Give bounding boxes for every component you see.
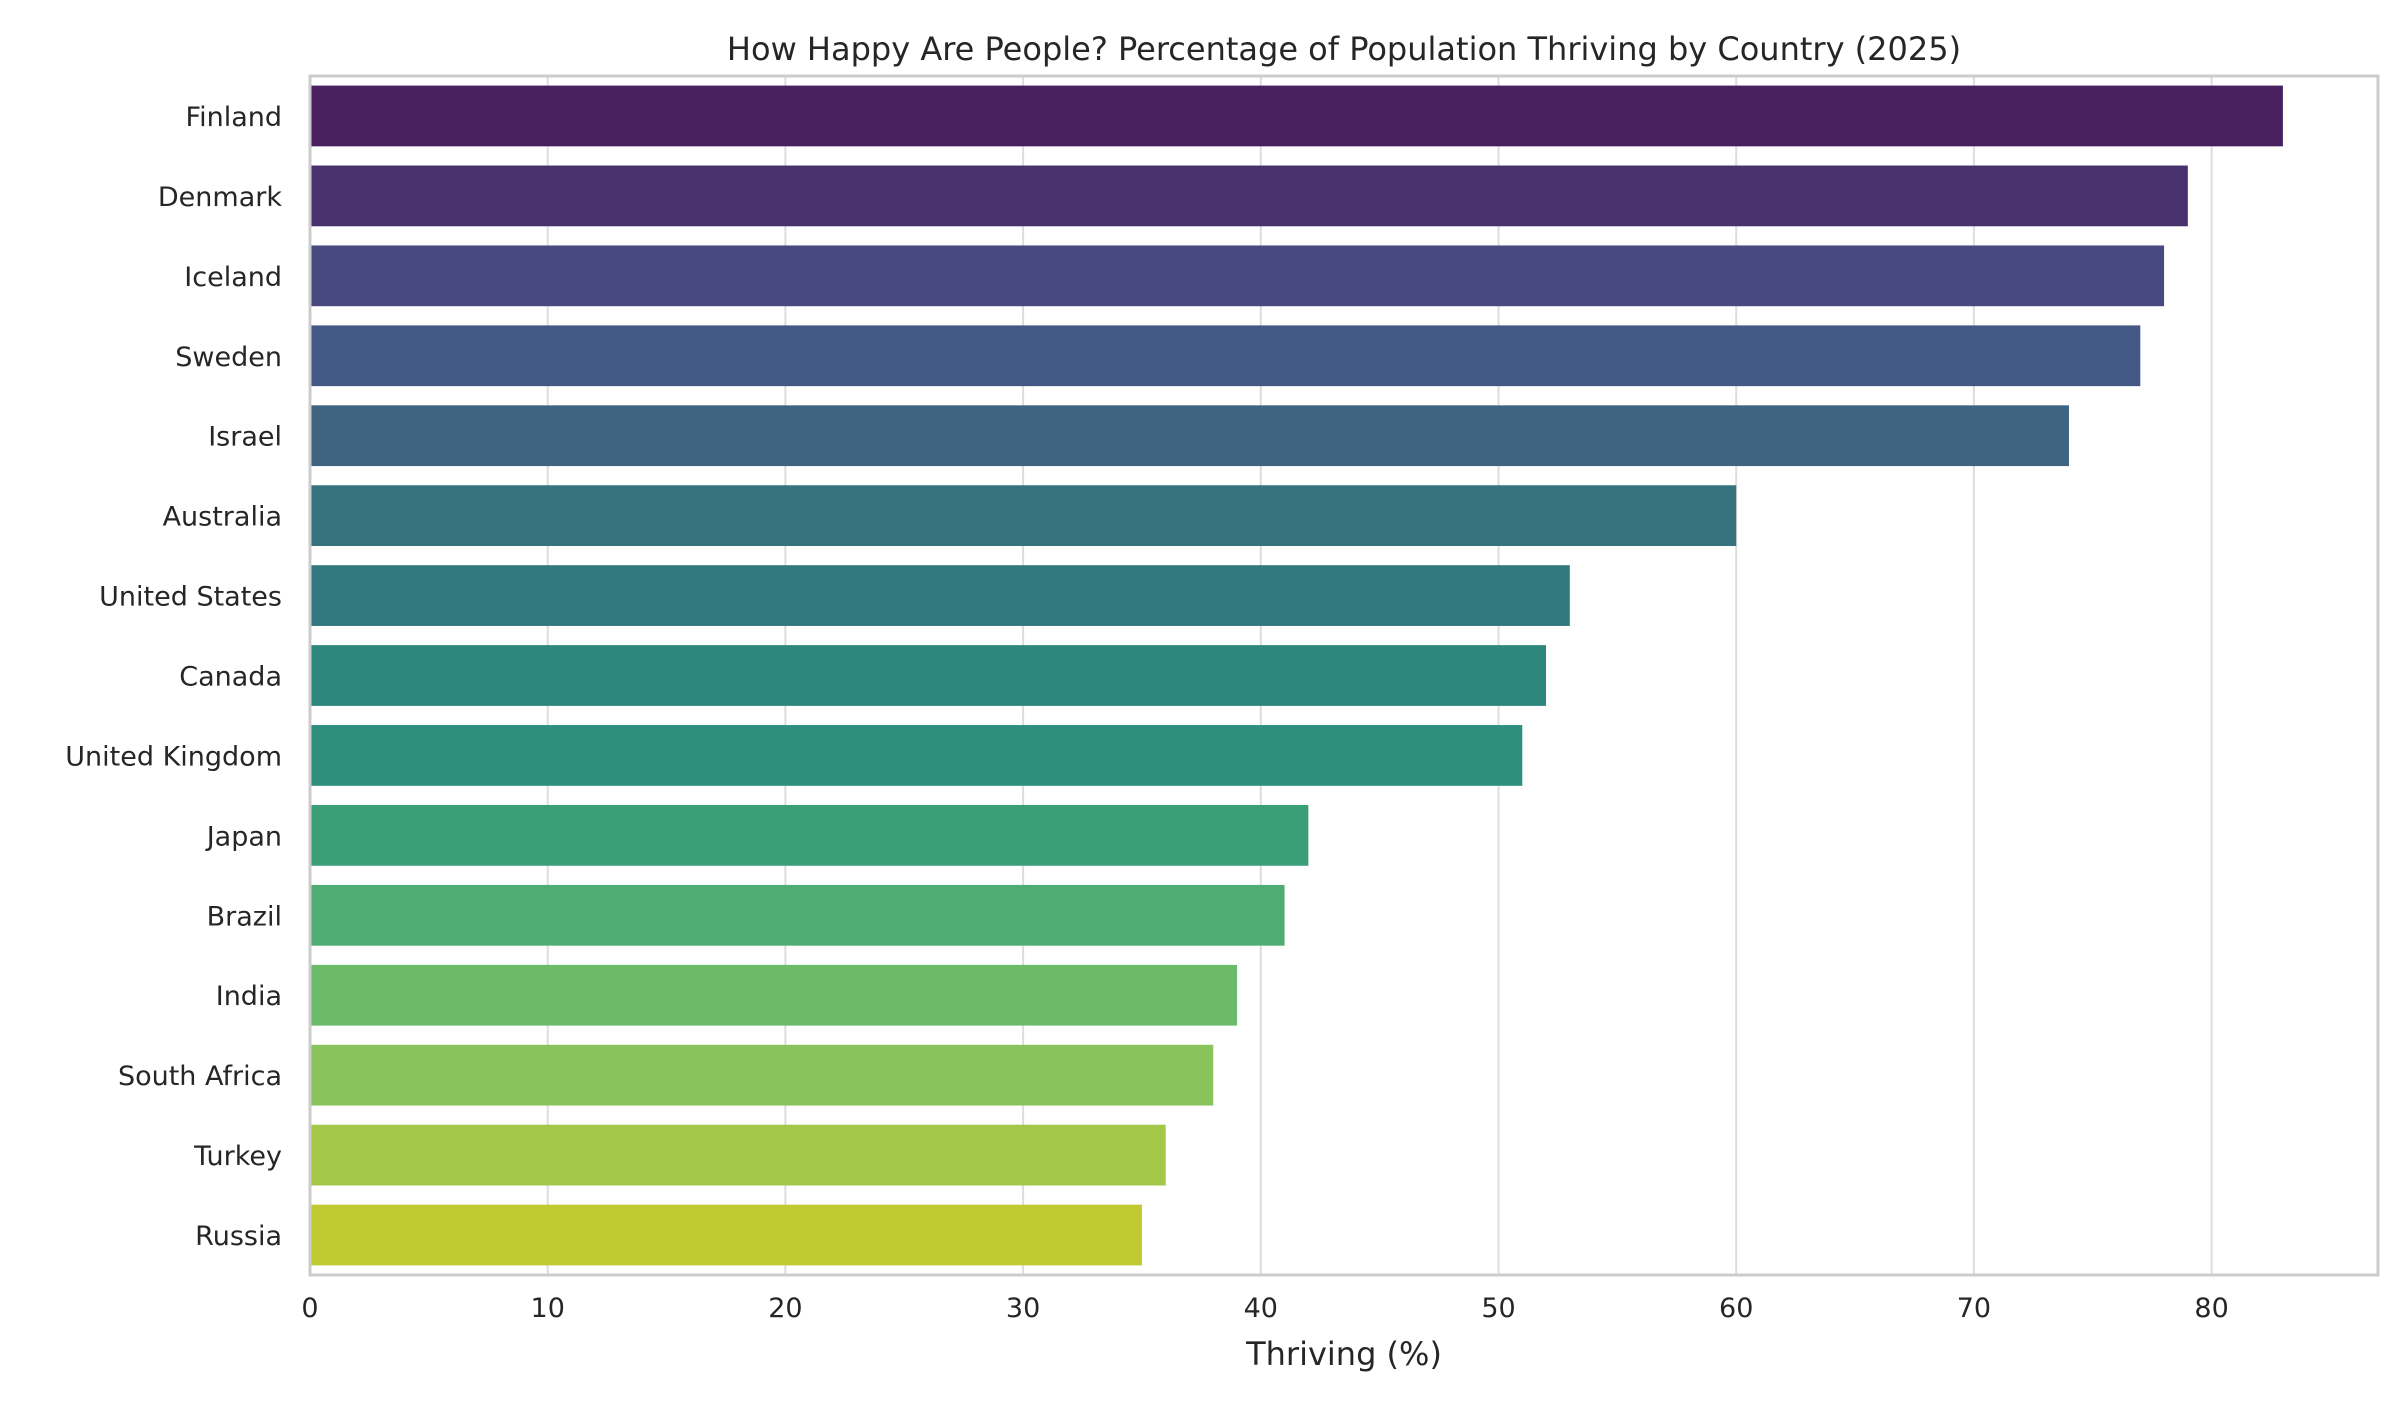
y-tick-label: Canada (179, 662, 282, 693)
bar-canada (310, 645, 1547, 706)
bar-israel (310, 405, 2069, 467)
y-tick-label: Finland (186, 102, 282, 133)
bar-denmark (310, 165, 2188, 227)
bar-india (310, 964, 1238, 1026)
y-tick-label: Australia (163, 502, 282, 533)
y-tick-label: Sweden (175, 342, 282, 373)
y-tick-label: Japan (205, 821, 282, 852)
bar-united-states (310, 565, 1570, 626)
y-tick-label: India (216, 981, 282, 1012)
chart-title: How Happy Are People? Percentage of Popu… (727, 30, 1961, 68)
x-tick-label: 10 (531, 1293, 565, 1324)
x-axis-title: Thriving (%) (1245, 1335, 1442, 1373)
bar-united-kingdom (310, 725, 1523, 786)
y-tick-labels: Finland Denmark Iceland Sweden Israel Austral… (65, 102, 282, 1252)
x-tick-label: 70 (1957, 1293, 1991, 1324)
bars (310, 85, 2283, 1266)
x-tick-label: 30 (1006, 1293, 1040, 1324)
x-tick-label: 0 (301, 1293, 318, 1324)
y-tick-label: Iceland (184, 262, 282, 293)
x-tick-label: 20 (768, 1293, 802, 1324)
y-tick-label: Russia (195, 1221, 282, 1252)
bar-finland (310, 85, 2283, 147)
bar-south-africa (310, 1044, 1214, 1106)
plot-frame (308, 74, 2380, 1277)
bar-russia (310, 1204, 1142, 1266)
x-tick-label: 60 (1719, 1293, 1753, 1324)
bar-iceland (310, 245, 2165, 307)
y-tick-label: Turkey (193, 1141, 282, 1172)
x-tick-labels: 0 10 20 30 40 50 60 70 80 (301, 1293, 2228, 1324)
bar-japan (310, 804, 1309, 866)
y-tick-label: United Kingdom (65, 741, 282, 772)
x-tick-label: 80 (2194, 1293, 2228, 1324)
bar-turkey (310, 1124, 1166, 1186)
bar-australia (310, 485, 1737, 547)
bar-brazil (310, 884, 1285, 946)
bar-sweden (310, 325, 2141, 387)
x-tick-label: 40 (1244, 1293, 1278, 1324)
y-tick-label: South Africa (118, 1061, 282, 1092)
y-tick-label: Israel (208, 422, 282, 453)
y-tick-label: Brazil (207, 901, 282, 932)
y-tick-label: Denmark (158, 182, 282, 213)
x-tick-label: 50 (1481, 1293, 1515, 1324)
y-tick-label: United States (99, 582, 282, 613)
